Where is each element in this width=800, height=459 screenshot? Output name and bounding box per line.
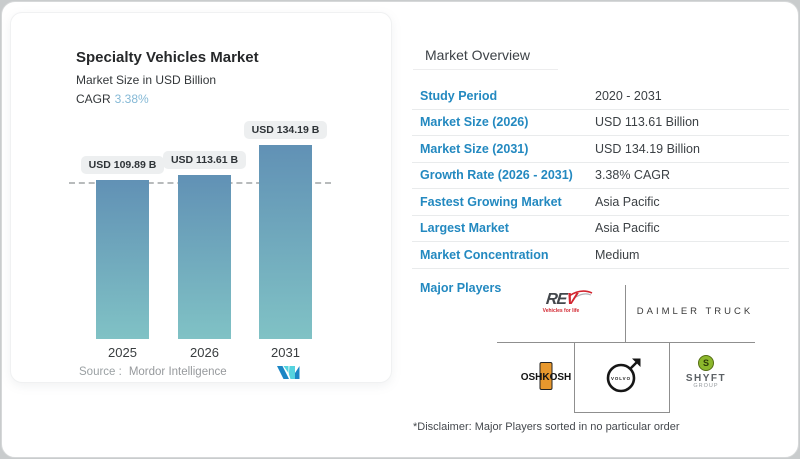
rev-group-logo: REV Vehicles for life [531,290,593,314]
mordor-intelligence-logo-icon [276,363,301,386]
oshkosh-wordmark: OSHKOSH [520,372,572,383]
table-row-market-size-2026: Market Size (2026) USD 113.61 Billion [412,110,789,136]
row-value: USD 134.19 Billion [595,141,700,156]
row-label: Market Size (2026) [420,115,529,130]
row-value: 3.38% CAGR [595,168,671,183]
overview-title-divider [413,69,558,70]
row-label: Growth Rate (2026 - 2031) [420,168,573,183]
bar-chart: USD 109.89 B USD 113.61 B USD 134.19 B 2… [11,13,391,382]
chart-cagr: CAGR 3.38% [76,92,149,106]
table-row-market-concentration: Market Concentration Medium [412,242,789,269]
diagram-center-box [574,342,670,413]
x-tick-2025: 2025 [108,345,137,360]
row-value: 2020 - 2031 [595,88,662,103]
daimler-truck-logo: DAIMLER TRUCK [636,306,754,317]
overview-title: Market Overview [425,47,531,63]
cagr-value: 3.38% [114,92,149,106]
volvo-logo: VOLVO [602,355,644,402]
row-label: Market Concentration [420,247,549,262]
row-label: Study Period [420,88,498,103]
major-players-diagram: REV Vehicles for life DAIMLER TRUCK OSHK… [495,283,757,415]
table-row-market-size-2031: Market Size (2031) USD 134.19 Billion [412,136,789,163]
bar-value-badge: USD 113.61 B [162,151,247,169]
bar-2026 [178,175,231,339]
bar-group-2031: USD 134.19 B [243,121,328,339]
source-name: Mordor Intelligence [128,366,227,378]
oshkosh-emblem-icon [539,362,553,390]
row-label: Fastest Growing Market [420,194,562,209]
rev-swoosh-icon [567,285,593,303]
bar-group-2025: USD 109.89 B [80,156,165,339]
shyft-emblem-icon: S [698,355,714,371]
row-value: Asia Pacific [595,221,660,236]
bar-2031 [259,145,312,339]
source-label: Source : [79,366,122,378]
rev-tagline: Vehicles for life [542,308,580,314]
bar-group-2026: USD 113.61 B [162,151,247,339]
oshkosh-logo: OSHKOSH [515,362,577,394]
x-tick-2026: 2026 [190,345,219,360]
chart-subtitle: Market Size in USD Billion [76,73,217,87]
shyft-wordmark: SHYFT [685,373,727,384]
row-value: Asia Pacific [595,194,660,209]
row-label: Market Size (2031) [420,141,529,156]
diagram-vertical-line [625,285,626,342]
bar-2025 [96,180,149,339]
cagr-label: CAGR [76,92,111,106]
disclaimer-text: *Disclaimer: Major Players sorted in no … [413,421,680,433]
chart-card: Specialty Vehicles Market Market Size in… [10,12,392,383]
source-attribution: Source : Mordor Intelligence [79,366,227,378]
x-tick-2031: 2031 [271,345,300,360]
chart-title: Specialty Vehicles Market [76,49,259,66]
diagram-horizontal-line-left [497,342,574,343]
major-players-label: Major Players [420,281,502,295]
diagram-horizontal-line-right [670,342,755,343]
rev-wordmark: REV [545,291,577,308]
shyft-group-logo: S SHYFT GROUP [677,355,735,389]
row-label: Largest Market [420,221,509,236]
shyft-group-sub: GROUP [693,383,719,389]
bar-value-badge: USD 109.89 B [80,156,165,174]
overview-table: Study Period 2020 - 2031 Market Size (20… [412,83,789,269]
table-row-study-period: Study Period 2020 - 2031 [412,83,789,110]
table-row-growth-rate: Growth Rate (2026 - 2031) 3.38% CAGR [412,163,789,189]
bar-value-badge: USD 134.19 B [243,121,328,139]
table-row-largest-market: Largest Market Asia Pacific [412,216,789,242]
volvo-wordmark: VOLVO [611,376,631,381]
row-value: USD 113.61 Billion [595,115,699,130]
row-value: Medium [595,247,640,262]
table-row-fastest-growing-market: Fastest Growing Market Asia Pacific [412,189,789,216]
